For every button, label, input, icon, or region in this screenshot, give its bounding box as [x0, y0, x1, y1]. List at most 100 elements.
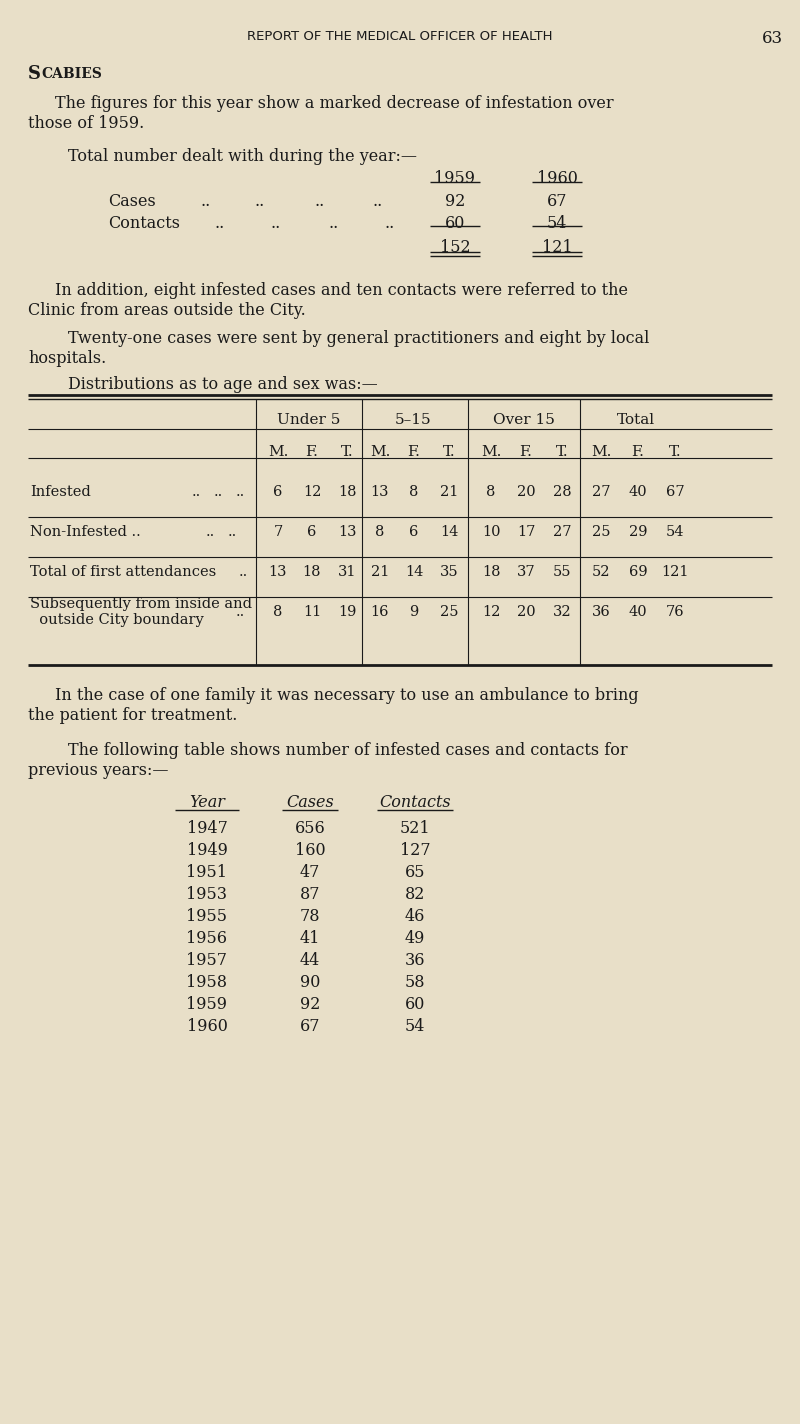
Text: 160: 160: [294, 842, 326, 859]
Text: 69: 69: [629, 565, 647, 580]
Text: 52: 52: [592, 565, 610, 580]
Text: F.: F.: [306, 444, 318, 459]
Text: 31: 31: [338, 565, 356, 580]
Text: 92: 92: [445, 194, 465, 209]
Text: 54: 54: [547, 215, 567, 232]
Text: 67: 67: [546, 194, 567, 209]
Text: 21: 21: [371, 565, 389, 580]
Text: 1953: 1953: [186, 886, 227, 903]
Text: 40: 40: [629, 486, 647, 498]
Text: 6: 6: [307, 525, 317, 540]
Text: Over 15: Over 15: [493, 413, 555, 427]
Text: 6: 6: [274, 486, 282, 498]
Text: 36: 36: [405, 953, 426, 968]
Text: 1959: 1959: [434, 169, 475, 187]
Text: The figures for this year show a marked decrease of infestation over: The figures for this year show a marked …: [55, 95, 614, 112]
Text: 49: 49: [405, 930, 425, 947]
Text: 37: 37: [517, 565, 535, 580]
Text: 656: 656: [294, 820, 326, 837]
Text: M.: M.: [268, 444, 288, 459]
Text: 29: 29: [629, 525, 647, 540]
Text: 67: 67: [300, 1018, 320, 1035]
Text: Year: Year: [189, 795, 225, 812]
Text: 11: 11: [303, 605, 321, 619]
Text: 92: 92: [300, 995, 320, 1012]
Text: F.: F.: [631, 444, 645, 459]
Text: 82: 82: [405, 886, 425, 903]
Text: 13: 13: [370, 486, 390, 498]
Text: M.: M.: [481, 444, 501, 459]
Text: 60: 60: [405, 995, 425, 1012]
Text: Distributions as to age and sex was:—: Distributions as to age and sex was:—: [68, 376, 378, 393]
Text: 8: 8: [375, 525, 385, 540]
Text: 8: 8: [486, 486, 496, 498]
Text: 18: 18: [302, 565, 322, 580]
Text: 12: 12: [303, 486, 321, 498]
Text: 1956: 1956: [186, 930, 227, 947]
Text: T.: T.: [669, 444, 682, 459]
Text: 1957: 1957: [186, 953, 227, 968]
Text: 8: 8: [274, 605, 282, 619]
Text: 54: 54: [666, 525, 684, 540]
Text: 152: 152: [440, 239, 470, 256]
Text: ..: ..: [238, 565, 248, 580]
Text: ..: ..: [215, 215, 226, 232]
Text: F.: F.: [407, 444, 421, 459]
Text: 40: 40: [629, 605, 647, 619]
Text: 58: 58: [405, 974, 426, 991]
Text: ..: ..: [385, 215, 395, 232]
Text: ..: ..: [373, 194, 383, 209]
Text: T.: T.: [341, 444, 354, 459]
Text: 35: 35: [440, 565, 458, 580]
Text: 28: 28: [553, 486, 571, 498]
Text: ..: ..: [191, 486, 201, 498]
Text: 12: 12: [482, 605, 500, 619]
Text: 5–15: 5–15: [394, 413, 431, 427]
Text: 1951: 1951: [186, 864, 227, 881]
Text: The following table shows number of infested cases and contacts for: The following table shows number of infe…: [68, 742, 628, 759]
Text: Subsequently from inside and: Subsequently from inside and: [30, 597, 252, 611]
Text: 1949: 1949: [186, 842, 227, 859]
Text: Contacts: Contacts: [379, 795, 451, 812]
Text: 17: 17: [517, 525, 535, 540]
Text: 27: 27: [592, 486, 610, 498]
Text: REPORT OF THE MEDICAL OFFICER OF HEALTH: REPORT OF THE MEDICAL OFFICER OF HEALTH: [247, 30, 553, 43]
Text: 65: 65: [405, 864, 426, 881]
Text: 1955: 1955: [186, 909, 227, 926]
Text: 47: 47: [300, 864, 320, 881]
Text: 8: 8: [410, 486, 418, 498]
Text: 19: 19: [338, 605, 356, 619]
Text: 60: 60: [445, 215, 465, 232]
Text: Cases: Cases: [108, 194, 156, 209]
Text: 1960: 1960: [186, 1018, 227, 1035]
Text: Contacts: Contacts: [108, 215, 180, 232]
Text: 27: 27: [553, 525, 571, 540]
Text: M.: M.: [591, 444, 611, 459]
Text: Twenty-one cases were sent by general practitioners and eight by local: Twenty-one cases were sent by general pr…: [68, 330, 650, 347]
Text: ..: ..: [235, 605, 245, 619]
Text: M.: M.: [370, 444, 390, 459]
Text: Cases: Cases: [286, 795, 334, 812]
Text: 25: 25: [592, 525, 610, 540]
Text: 1959: 1959: [186, 995, 227, 1012]
Text: 16: 16: [370, 605, 390, 619]
Text: 18: 18: [482, 565, 500, 580]
Text: F.: F.: [519, 444, 533, 459]
Text: 46: 46: [405, 909, 425, 926]
Text: 6: 6: [410, 525, 418, 540]
Text: 9: 9: [410, 605, 418, 619]
Text: 7: 7: [274, 525, 282, 540]
Text: ..: ..: [270, 215, 280, 232]
Text: 20: 20: [517, 605, 535, 619]
Text: previous years:—: previous years:—: [28, 762, 169, 779]
Text: Total number dealt with during the year:—: Total number dealt with during the year:…: [68, 148, 417, 165]
Text: 13: 13: [269, 565, 287, 580]
Text: ..: ..: [235, 486, 245, 498]
Text: 127: 127: [400, 842, 430, 859]
Text: Total of first attendances: Total of first attendances: [30, 565, 216, 580]
Text: In the case of one family it was necessary to use an ambulance to bring: In the case of one family it was necessa…: [55, 686, 638, 703]
Text: 521: 521: [400, 820, 430, 837]
Text: 54: 54: [405, 1018, 425, 1035]
Text: 63: 63: [762, 30, 783, 47]
Text: outside City boundary: outside City boundary: [30, 612, 204, 627]
